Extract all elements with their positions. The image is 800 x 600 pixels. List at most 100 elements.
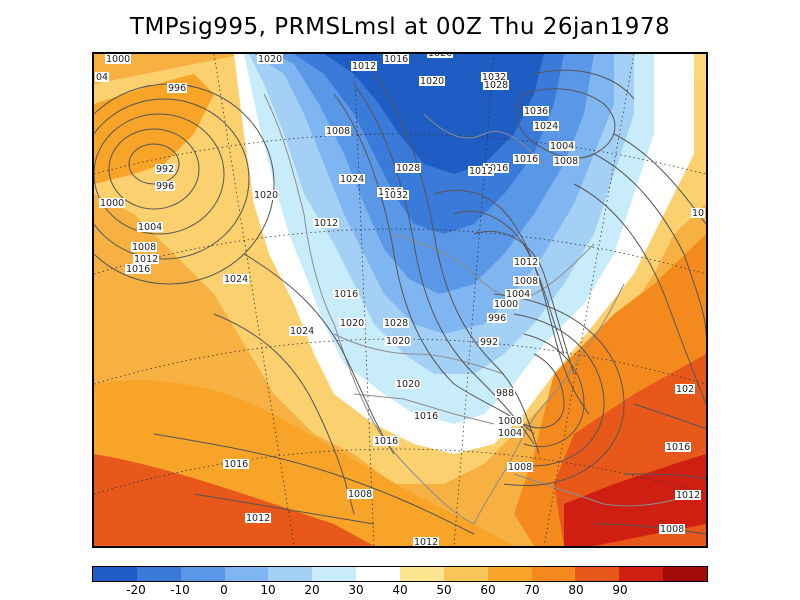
isobar-label: 1008 [507,462,533,473]
isobar-label: 1004 [497,428,523,439]
svg-text:996: 996 [488,313,506,324]
colorbar-swatch [619,567,664,581]
colorbar-tick-label: 30 [348,583,364,597]
isobar-label: 1016 [223,459,249,470]
isobar-label: 996 [167,83,187,94]
isobar-label: 1008 [325,126,351,137]
coastlines [263,93,695,525]
isobar-label: 1012 [413,537,439,546]
colorbar-tick-label: 60 [480,583,496,597]
isobar-label: 1036 [523,106,549,117]
colorbar-swatch [268,567,313,581]
svg-text:1032: 1032 [384,190,408,201]
colorbar-swatch [531,567,576,581]
isobar-label: 1008 [513,276,539,287]
colorbar-swatch [93,567,137,581]
isobar-label: 1026 [427,54,453,59]
isobar-label: 1016 [665,442,691,453]
svg-text:102: 102 [676,384,694,395]
isobar-label: 1024 [533,121,559,132]
colorbar-tick-label: 70 [524,583,540,597]
weather-map: 1000049961020101210161020102610321028103… [92,52,708,548]
isobar-label: 1004 [137,222,163,233]
colorbar-swatch [487,567,532,581]
svg-text:1024: 1024 [340,174,364,185]
isobar-label: 992 [479,337,499,348]
isobar-label: 1000 [497,416,523,427]
svg-text:1036: 1036 [524,106,548,117]
svg-text:1004: 1004 [506,289,530,300]
svg-text:992: 992 [480,337,498,348]
isobar-label: 1008 [659,524,685,535]
colorbar-swatch [575,567,620,581]
svg-text:1008: 1008 [508,462,532,473]
isobar-label: 1012 [313,218,339,229]
colorbar-tick-label: -10 [170,583,190,597]
svg-text:1012: 1012 [352,61,376,72]
svg-text:1008: 1008 [660,524,684,535]
colorbar-tick-label: 50 [436,583,452,597]
isobar-label: 1004 [505,289,531,300]
isobar-label: 1008 [131,242,157,253]
isobar-label: 1016 [413,411,439,422]
colorbar-tick-label: 90 [612,583,628,597]
svg-text:1016: 1016 [514,154,538,165]
isobar-label: 988 [495,388,515,399]
isobar-label: 1020 [257,54,283,65]
isobar-label: 102 [675,384,695,395]
svg-text:1016: 1016 [374,436,398,447]
svg-text:1000: 1000 [494,299,518,310]
isobar-label: 1020 [419,76,445,87]
isobar-label: 1000 [105,54,131,65]
isobar-labels: 1000049961020101210161020102610321028103… [95,54,705,546]
isobar-label: 1012 [675,490,701,501]
svg-text:1000: 1000 [498,416,522,427]
isobar-label: 1016 [383,54,409,65]
svg-text:1004: 1004 [550,141,574,152]
isobar-label: 1004 [549,141,575,152]
temp-band-90 [564,454,706,546]
svg-text:1020: 1020 [420,76,444,87]
isobar-label: 1020 [385,336,411,347]
svg-text:1012: 1012 [314,218,338,229]
svg-text:1024: 1024 [224,274,248,285]
isobar-label: 996 [155,181,175,192]
svg-text:1028: 1028 [484,80,508,91]
colorbar-ticks: -20 -10 0 10 20 30 40 50 60 70 80 90 [92,583,708,599]
colorbar-swatch [180,567,225,581]
colorbar-swatch [663,567,708,581]
isobar-label: 10 [691,208,705,219]
svg-text:1016: 1016 [224,459,248,470]
svg-text:996: 996 [156,181,174,192]
isobar-label: 1008 [347,489,373,500]
svg-text:1028: 1028 [396,163,420,174]
isobar-label: 04 [95,72,109,83]
isobar-label: 1024 [339,174,365,185]
svg-text:1012: 1012 [676,490,700,501]
svg-text:996: 996 [168,83,186,94]
svg-text:1024: 1024 [534,121,558,132]
colorbar-tick-label: 10 [260,583,276,597]
svg-text:1026: 1026 [428,54,452,59]
colorbar-swatch [443,567,488,581]
isobar-label: 992 [155,164,175,175]
svg-text:1012: 1012 [246,513,270,524]
isobar-label: 1012 [133,254,159,265]
isobar-label: 1012 [351,61,377,72]
isobar-label: 1012 [513,257,539,268]
svg-text:04: 04 [96,72,108,83]
colorbar-tick-label: -20 [126,583,146,597]
svg-text:1008: 1008 [554,156,578,167]
isobar-label: 1016 [373,436,399,447]
isobar-label: 1016 [333,289,359,300]
svg-text:1020: 1020 [254,190,278,201]
isobar-label: 1016 [513,154,539,165]
colorbar-swatch [400,567,444,581]
svg-text:1008: 1008 [514,276,538,287]
svg-text:1020: 1020 [386,336,410,347]
isobar-label: 1020 [339,318,365,329]
isobar-label: 1016 [125,264,151,275]
svg-text:1020: 1020 [258,54,282,65]
isobar-label: 1032 [481,72,507,83]
svg-text:1012: 1012 [514,257,538,268]
